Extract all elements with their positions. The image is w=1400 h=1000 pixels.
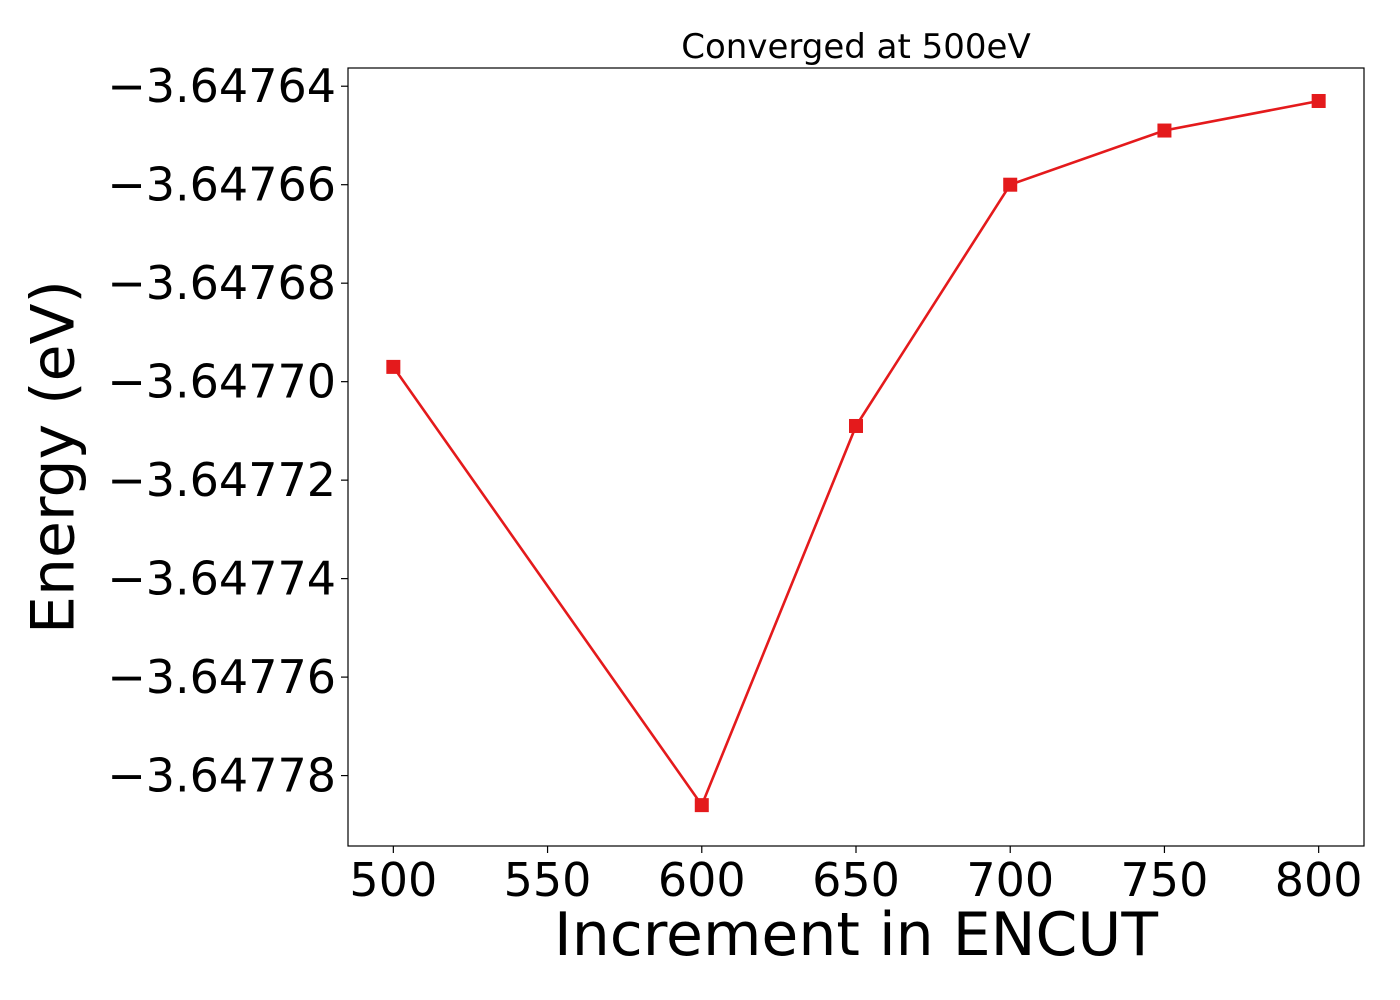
y-tick-label: −3.64774 <box>107 552 336 606</box>
x-tick-label: 500 <box>349 853 437 907</box>
series-line <box>392 99 1319 808</box>
data-point <box>1003 177 1018 192</box>
chart-title: Converged at 500eV <box>681 27 1030 67</box>
x-tick-label: 650 <box>812 853 900 907</box>
data-point <box>694 798 709 813</box>
data-point <box>849 418 863 433</box>
plot-area: 500 550 600 650 700 750 800 −3.64778 −3.64776 −3.… <box>107 59 1365 907</box>
x-tick-label: 800 <box>1275 853 1363 907</box>
data-point <box>386 359 401 374</box>
y-tick-label: −3.64768 <box>107 256 336 310</box>
y-tick-label: −3.64778 <box>107 749 336 803</box>
x-axis-label: Increment in ENCUT <box>554 900 1158 970</box>
x-tick-label: 600 <box>658 853 746 907</box>
y-tick-label: −3.64766 <box>107 158 336 212</box>
data-point <box>1157 123 1172 138</box>
y-tick-label: −3.64776 <box>107 650 336 704</box>
y-tick-label: −3.64770 <box>107 355 336 409</box>
x-tick-label: 750 <box>1121 853 1209 907</box>
x-tick-label: 700 <box>966 853 1054 907</box>
y-tick-label: −3.64764 <box>107 59 336 113</box>
data-point <box>1311 93 1326 108</box>
y-axis-label: Energy (eV) <box>19 280 89 634</box>
y-tick-label: −3.64772 <box>107 453 336 507</box>
x-tick-label: 550 <box>504 853 592 907</box>
